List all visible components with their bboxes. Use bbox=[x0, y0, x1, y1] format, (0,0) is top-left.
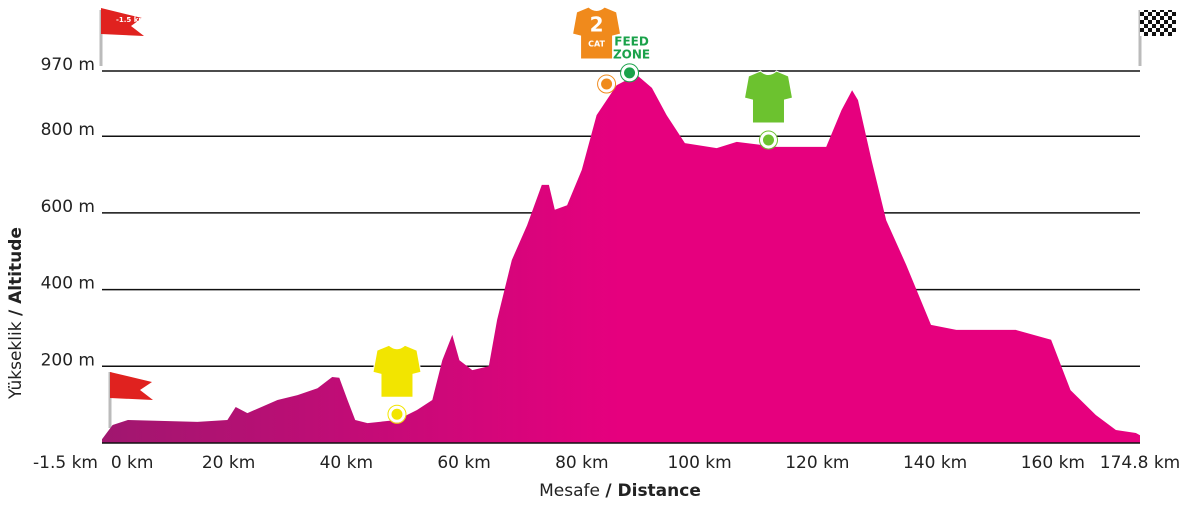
y-label-normal: Yükseklik bbox=[6, 321, 26, 400]
marker-dot bbox=[621, 64, 639, 82]
jersey bbox=[372, 344, 422, 398]
y-tick-label: 400 m bbox=[41, 274, 95, 294]
marker-dot bbox=[759, 131, 777, 149]
y-tick-label: 200 m bbox=[41, 350, 95, 370]
jersey bbox=[743, 70, 794, 124]
y-tick-label: 800 m bbox=[41, 120, 95, 140]
finish-flag bbox=[1138, 10, 1176, 66]
x-tick-label: 80 km bbox=[555, 453, 608, 473]
x-tick-label: -1.5 km bbox=[33, 453, 98, 473]
marker-ring bbox=[597, 74, 617, 94]
marker-ring bbox=[387, 404, 407, 424]
y-axis-label: Yükseklik / Altitude bbox=[6, 227, 26, 400]
x-label-bold: / Distance bbox=[605, 481, 701, 501]
x-tick-label: 0 km bbox=[111, 453, 154, 473]
x-tick-label: 160 km bbox=[1021, 453, 1085, 473]
flag-label: -1.5 km bbox=[116, 16, 146, 24]
x-axis-label: Mesafe / Distance bbox=[539, 481, 701, 501]
start-flag-top: -1.5 km bbox=[99, 8, 146, 66]
y-label-bold: / Altitude bbox=[6, 227, 26, 316]
marker-dot bbox=[598, 75, 616, 93]
x-tick-label: 60 km bbox=[437, 453, 490, 473]
x-tick-label: 174.8 km bbox=[1100, 453, 1180, 473]
marker-ring bbox=[620, 63, 640, 83]
jersey-number: 2 bbox=[590, 13, 604, 37]
marker-dot bbox=[388, 405, 406, 423]
x-tick-label: 120 km bbox=[785, 453, 849, 473]
y-tick-label: 970 m bbox=[41, 55, 95, 75]
x-tick-label: 20 km bbox=[202, 453, 255, 473]
marker: 2 CAT bbox=[571, 6, 622, 94]
marker bbox=[743, 70, 794, 150]
marker-ring bbox=[758, 130, 778, 150]
marker-label: ZONE bbox=[613, 47, 650, 61]
x-tick-label: 140 km bbox=[903, 453, 967, 473]
elevation-area bbox=[102, 74, 1140, 444]
marker-label: FEED bbox=[614, 34, 649, 48]
x-label-normal: Mesafe bbox=[539, 481, 600, 501]
jersey-category: CAT bbox=[588, 40, 605, 49]
y-tick-label: 600 m bbox=[41, 197, 95, 217]
marker bbox=[372, 344, 422, 424]
x-tick-label: 40 km bbox=[320, 453, 373, 473]
jersey bbox=[571, 6, 622, 60]
start-flag bbox=[108, 372, 153, 428]
x-tick-label: 100 km bbox=[667, 453, 731, 473]
